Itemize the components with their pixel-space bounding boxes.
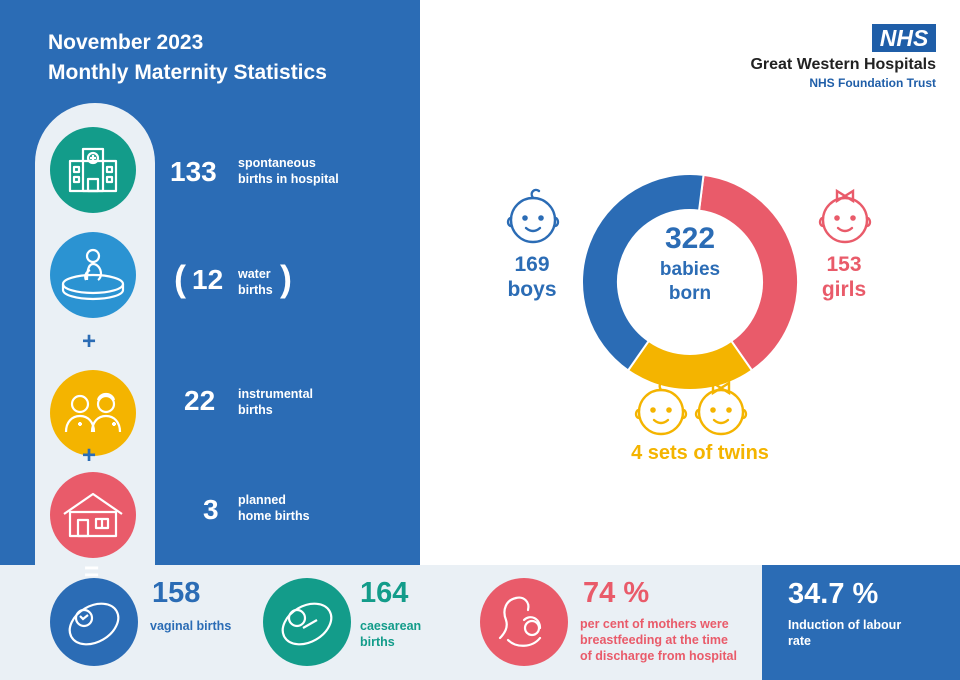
babies-total-label: babies born	[580, 258, 800, 306]
home-births-label-line1: planned	[238, 493, 286, 507]
house-icon	[50, 472, 136, 558]
org-subtitle: NHS Foundation Trust	[809, 76, 936, 90]
title-line-subject: Monthly Maternity Statistics	[48, 61, 327, 84]
induction-value: 34.7 %	[788, 578, 879, 610]
twin-boy-face-icon	[634, 380, 688, 436]
instrumental-births-label-line1: instrumental	[238, 387, 314, 401]
girls-label: girls	[821, 278, 867, 301]
hospital-icon	[50, 127, 136, 213]
water-births-label: water births	[238, 266, 273, 298]
vaginal-births-label: vaginal births	[150, 619, 232, 633]
home-births-value: 3	[203, 494, 219, 525]
caesarean-births-label-line2: births	[360, 635, 395, 649]
babies-total-value: 322	[664, 222, 716, 255]
twin-girl-face-icon	[694, 380, 748, 436]
caesarean-births-label-line1: caesarean	[360, 619, 422, 633]
spontaneous-births-label: spontaneous births in hospital	[238, 155, 339, 187]
spontaneous-births-label-line1: spontaneous	[238, 156, 316, 170]
instrumental-births-value: 22	[184, 385, 216, 416]
breastfeeding-label-line3: of discharge from hospital	[580, 649, 737, 663]
water-births-label-line1: water	[238, 267, 271, 281]
instrumental-births-label: instrumental births	[238, 386, 313, 418]
nhs-logo: NHS	[872, 24, 936, 52]
water-births-value: 12	[192, 264, 224, 295]
breastfeeding-value: 74 %	[583, 577, 650, 609]
swaddled-baby-icon	[263, 578, 351, 666]
water-births-paren-close: )	[280, 258, 292, 299]
plus-operator: +	[82, 328, 97, 355]
org-name: Great Western Hospitals	[750, 56, 936, 73]
boys-label: boys	[507, 278, 557, 301]
water-births-paren-open: (	[174, 258, 186, 299]
vaginal-births-value: 158	[152, 577, 201, 609]
water-births-label-line2: births	[238, 283, 273, 297]
clinicians-icon	[50, 370, 136, 456]
boys-value: 169	[514, 253, 550, 276]
babies-total-label-line1: babies	[659, 259, 721, 280]
girls-value: 153	[826, 253, 862, 276]
breastfeeding-label-line1: per cent of mothers were	[580, 617, 729, 631]
donut-slice-boys	[581, 173, 705, 372]
title-line-month: November 2023	[48, 31, 204, 54]
caesarean-births-value: 164	[360, 577, 409, 609]
induction-label-line1: Induction of labour	[788, 618, 902, 632]
caesarean-births-label: caesarean births	[360, 618, 421, 650]
babies-donut-chart	[581, 173, 799, 391]
birthing-pool-icon	[50, 232, 136, 318]
spontaneous-births-value: 133	[170, 156, 217, 187]
baby-icon	[50, 578, 138, 666]
breastfeeding-label: per cent of mothers were breastfeeding a…	[580, 616, 737, 664]
girl-face-icon	[818, 188, 872, 244]
donut-slice-girls	[697, 173, 799, 372]
plus-operator: +	[82, 442, 97, 469]
page-title: November 2023 Monthly Maternity Statisti…	[48, 28, 327, 88]
babies-total-label-line2: born	[668, 283, 712, 304]
boy-face-icon	[506, 188, 560, 244]
induction-label: Induction of labour rate	[788, 617, 948, 649]
home-births-label: planned home births	[238, 492, 310, 524]
breastfeeding-label-line2: breastfeeding at the time	[580, 633, 728, 647]
twins-label: 4 sets of twins	[631, 442, 769, 464]
induction-box	[762, 565, 960, 680]
breastfeeding-icon	[480, 578, 568, 666]
instrumental-births-label-line2: births	[238, 403, 273, 417]
spontaneous-births-label-line2: births in hospital	[238, 172, 339, 186]
induction-label-line2: rate	[788, 634, 811, 648]
home-births-label-line2: home births	[238, 509, 310, 523]
